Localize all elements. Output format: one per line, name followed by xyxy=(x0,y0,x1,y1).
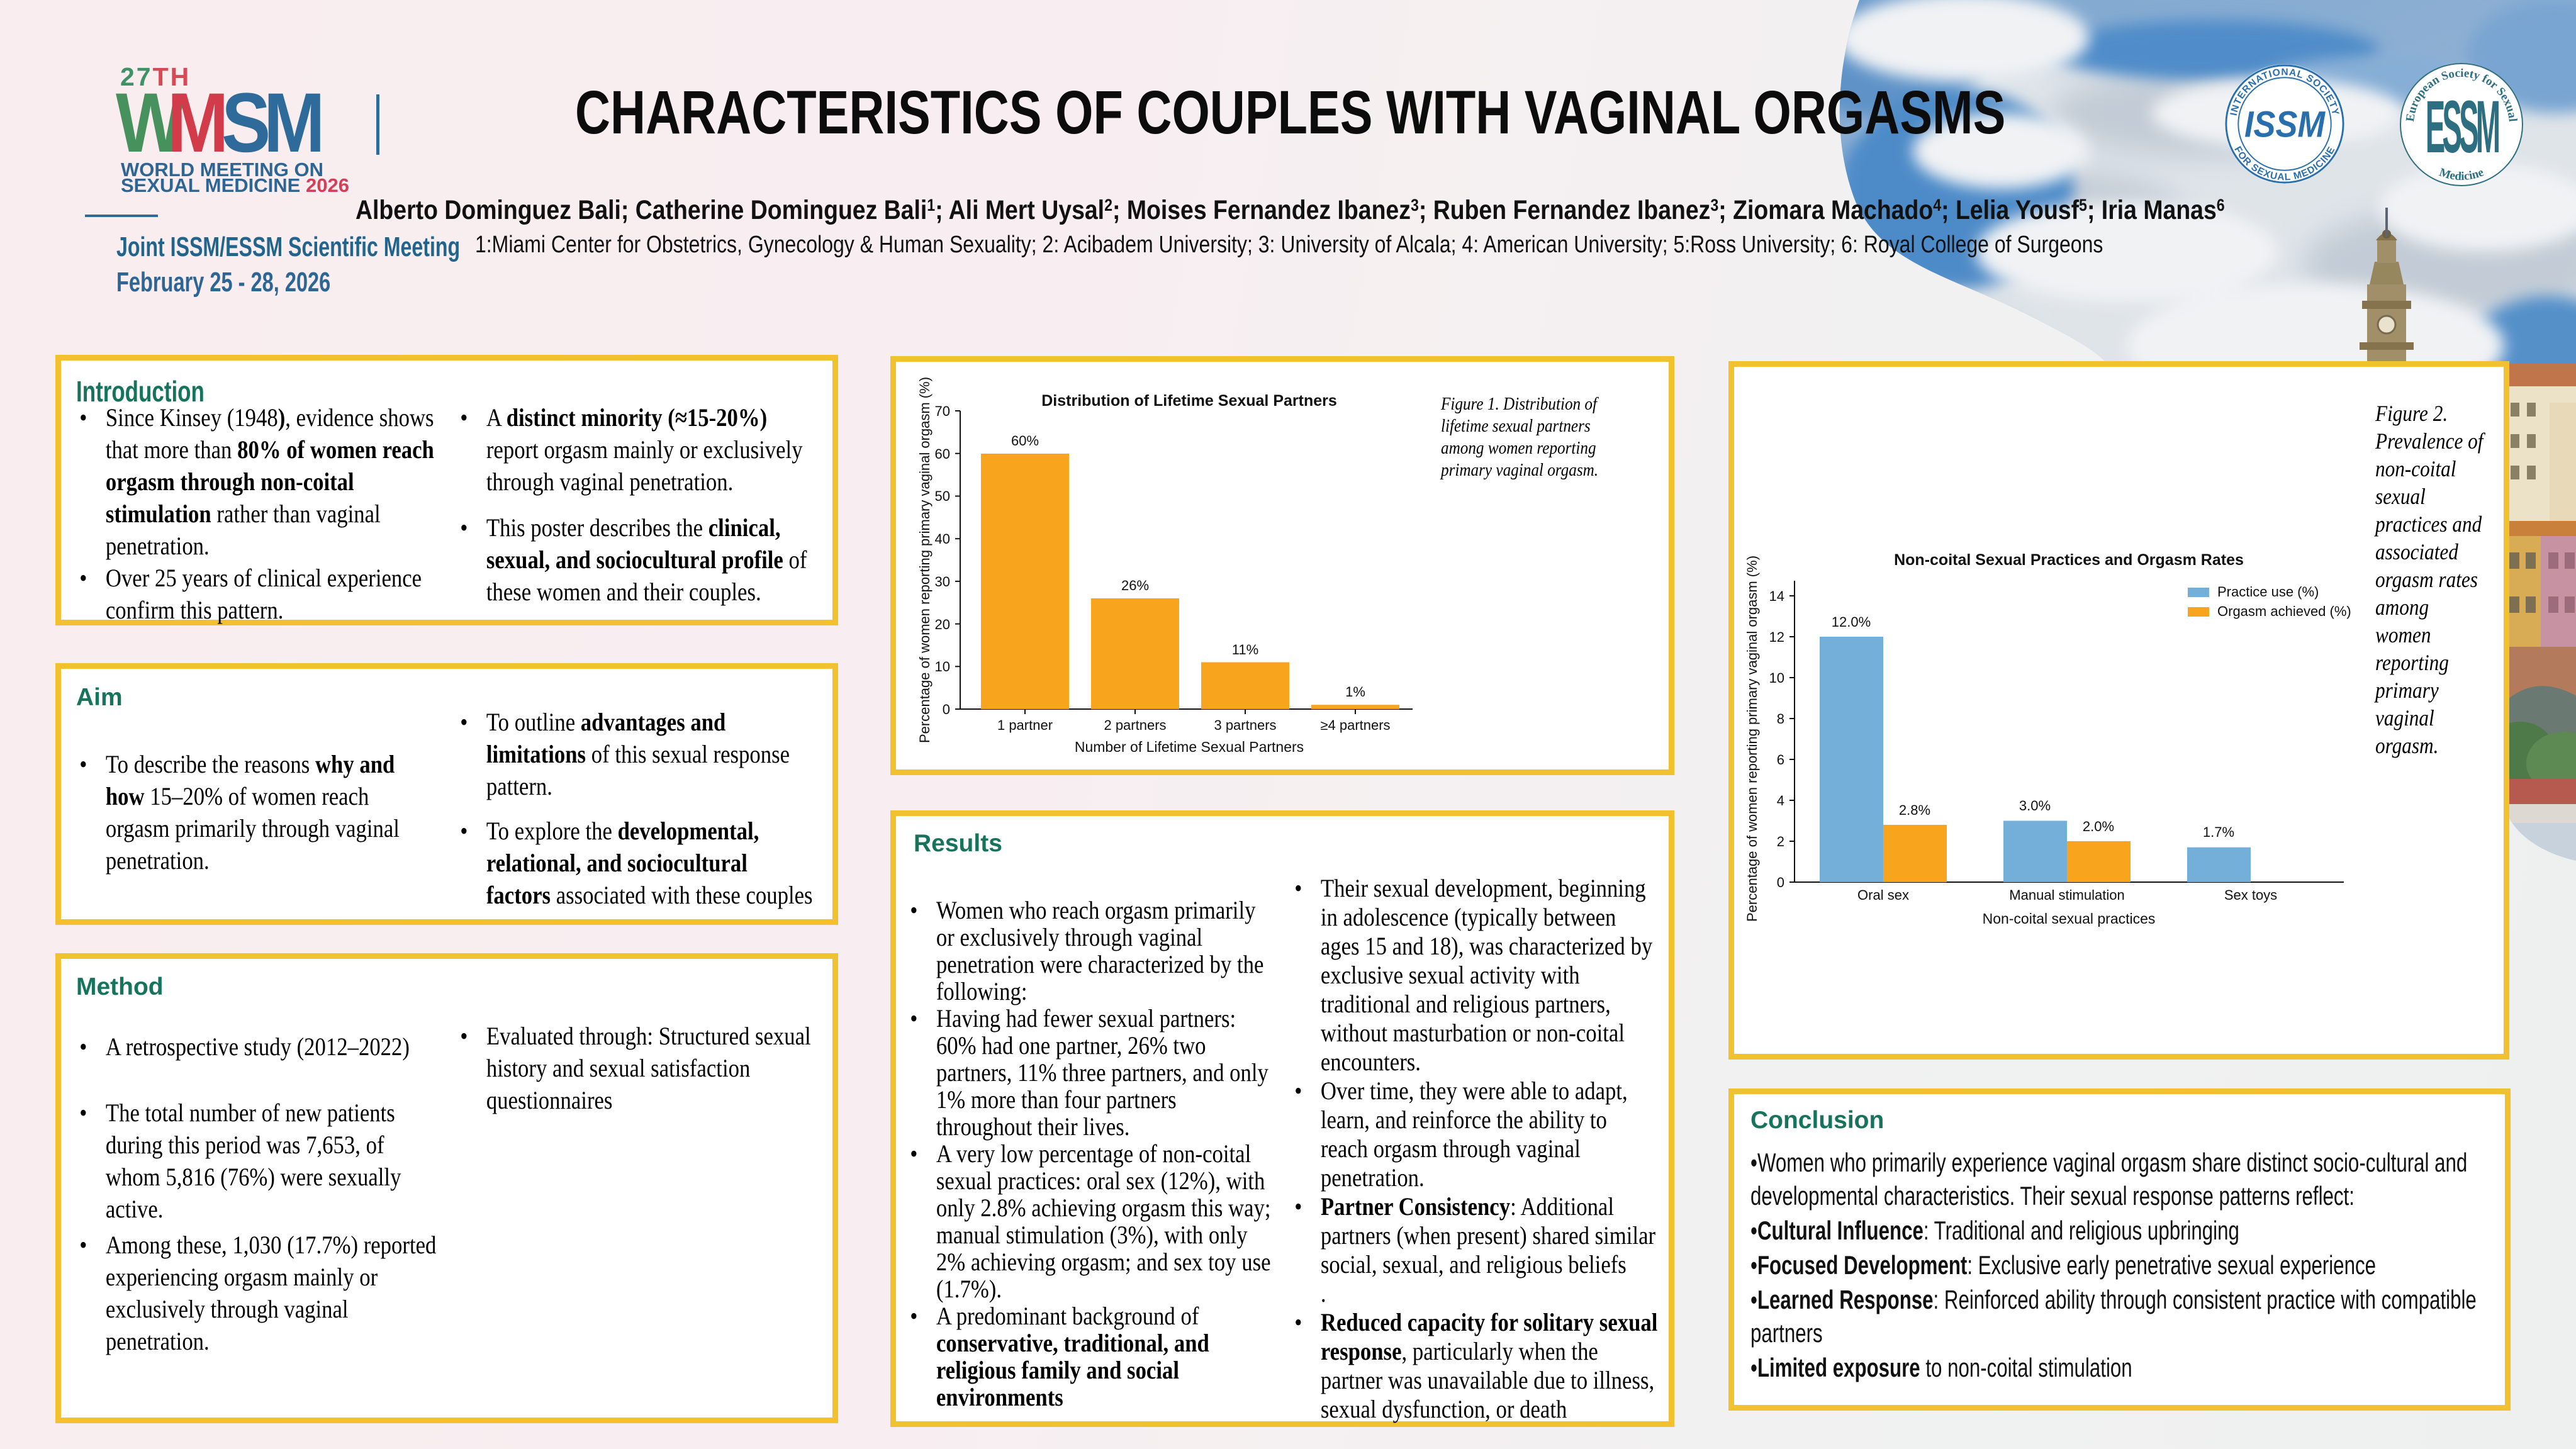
svg-text:Manual stimulation: Manual stimulation xyxy=(2009,887,2124,903)
svg-text:4: 4 xyxy=(1777,793,1784,808)
svg-text:2 partners: 2 partners xyxy=(1104,717,1166,733)
svg-text:1%: 1% xyxy=(1345,684,1365,700)
svg-text:Percentage of women reporting: Percentage of women reporting primary va… xyxy=(917,377,932,743)
svg-text:70: 70 xyxy=(935,403,950,419)
svg-text:0: 0 xyxy=(1777,875,1784,890)
svg-text:Non-coital sexual practices: Non-coital sexual practices xyxy=(1983,910,2156,927)
svg-text:12: 12 xyxy=(1769,629,1784,645)
svg-text:50: 50 xyxy=(935,488,950,504)
svg-text:1.7%: 1.7% xyxy=(2203,824,2234,840)
svg-text:14: 14 xyxy=(1769,588,1784,604)
svg-text:Orgasm achieved (%): Orgasm achieved (%) xyxy=(2217,603,2351,619)
svg-text:Distribution of Lifetime Sexua: Distribution of Lifetime Sexual Partners xyxy=(1041,392,1337,410)
svg-text:Number of Lifetime Sexual Part: Number of Lifetime Sexual Partners xyxy=(1075,739,1304,755)
svg-text:Oral sex: Oral sex xyxy=(1857,887,1909,903)
svg-text:40: 40 xyxy=(935,531,950,547)
svg-text:Sex toys: Sex toys xyxy=(2224,887,2277,903)
svg-text:11%: 11% xyxy=(1232,642,1258,657)
svg-text:26%: 26% xyxy=(1121,578,1149,593)
svg-text:2: 2 xyxy=(1777,834,1784,849)
svg-text:ISSM: ISSM xyxy=(2244,104,2326,145)
svg-text:Non-coital Sexual Practices an: Non-coital Sexual Practices and Orgasm R… xyxy=(1894,551,2244,569)
svg-text:12.0%: 12.0% xyxy=(1832,614,1871,630)
svg-text:8: 8 xyxy=(1777,711,1784,727)
svg-text:≥4 partners: ≥4 partners xyxy=(1320,717,1390,733)
svg-text:10: 10 xyxy=(935,659,950,674)
svg-text:ESSM: ESSM xyxy=(2426,86,2499,169)
svg-text:2.0%: 2.0% xyxy=(2083,819,2114,834)
svg-text:Percentage of women reporting: Percentage of women reporting primary va… xyxy=(1744,556,1760,922)
svg-text:3.0%: 3.0% xyxy=(2019,798,2051,814)
svg-text:60: 60 xyxy=(935,446,950,462)
svg-text:10: 10 xyxy=(1769,670,1784,686)
svg-text:60%: 60% xyxy=(1011,433,1039,449)
svg-text:3 partners: 3 partners xyxy=(1214,717,1276,733)
svg-text:20: 20 xyxy=(935,617,950,632)
svg-text:0: 0 xyxy=(943,702,950,717)
svg-text:30: 30 xyxy=(935,574,950,590)
svg-text:2.8%: 2.8% xyxy=(1899,802,1930,818)
svg-text:1 partner: 1 partner xyxy=(997,717,1053,733)
svg-text:Practice use (%): Practice use (%) xyxy=(2217,584,2319,600)
svg-text:6: 6 xyxy=(1777,752,1784,768)
